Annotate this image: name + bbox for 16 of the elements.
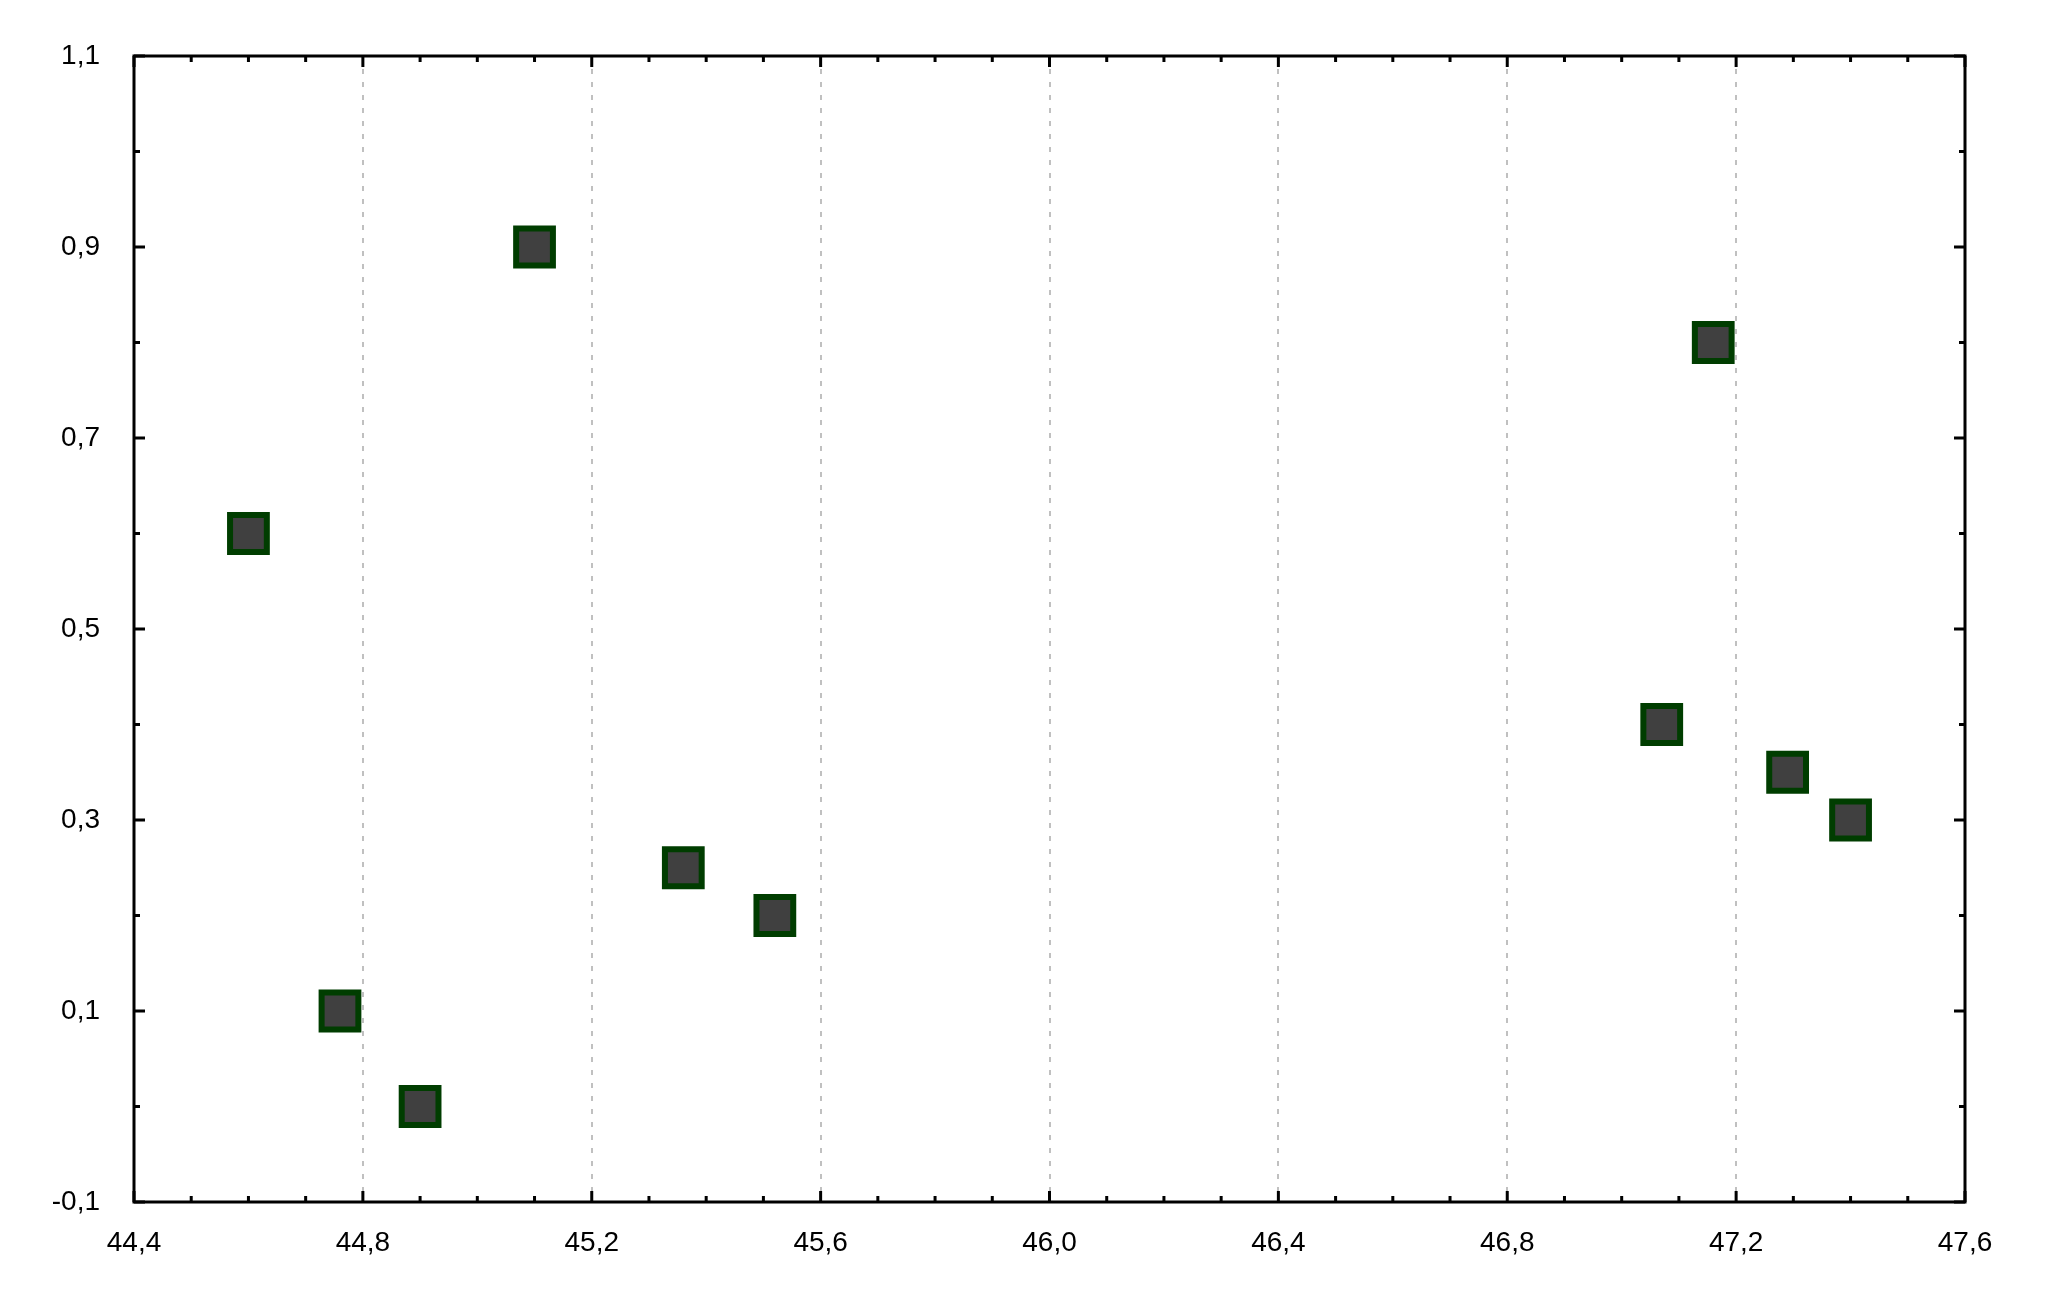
x-tick-label: 45,6 bbox=[793, 1225, 848, 1257]
y-tick-label: 1,1 bbox=[61, 38, 100, 70]
x-tick-label: 45,2 bbox=[564, 1225, 619, 1257]
y-tick-label: 0,7 bbox=[61, 420, 100, 452]
x-tick-label: 46,0 bbox=[1022, 1225, 1077, 1257]
x-tick-label: 46,4 bbox=[1251, 1225, 1306, 1257]
y-tick-label: 0,1 bbox=[61, 993, 100, 1025]
x-tick-label: 47,2 bbox=[1708, 1225, 1764, 1257]
x-tick-label: 46,8 bbox=[1480, 1225, 1535, 1257]
y-tick-label: 0,3 bbox=[61, 802, 100, 834]
y-tick-label: 0,5 bbox=[61, 611, 100, 643]
x-tick-label: 44,8 bbox=[335, 1225, 391, 1257]
x-tick-label: 44,4 bbox=[106, 1225, 162, 1257]
y-tick-label: 0,9 bbox=[61, 229, 100, 261]
y-tick-label: -0,1 bbox=[51, 1184, 100, 1216]
x-tick-label: 47,6 bbox=[1937, 1225, 1993, 1257]
